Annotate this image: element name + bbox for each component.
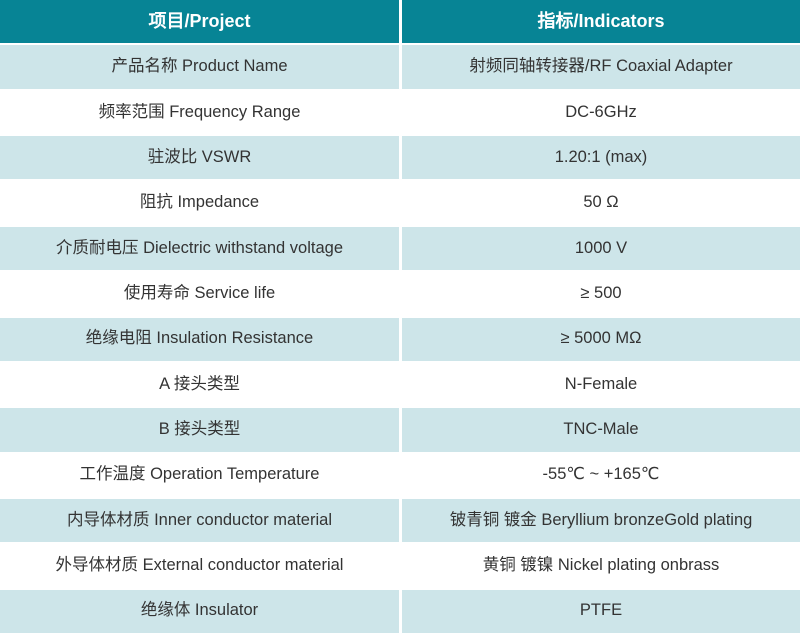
header-indicators: 指标/Indicators	[399, 0, 800, 44]
cell-project: 绝缘体 Insulator	[0, 589, 399, 633]
table-row-service-life: 使用寿命 Service life ≥ 500	[0, 272, 800, 318]
cell-indicator: PTFE	[399, 589, 800, 633]
cell-project: 工作温度 Operation Temperature	[0, 453, 399, 497]
table-row-vswr: 驻波比 VSWR 1.20:1 (max)	[0, 136, 800, 182]
cell-project: B 接头类型	[0, 408, 399, 452]
cell-project: 驻波比 VSWR	[0, 136, 399, 180]
table-row-product-name: 产品名称 Product Name 射频同轴转接器/RF Coaxial Ada…	[0, 45, 800, 91]
table-row-frequency-range: 频率范围 Frequency Range DC-6GHz	[0, 90, 800, 137]
table-header-row: 项目/Project 指标/Indicators	[0, 0, 800, 46]
cell-indicator: 1000 V	[399, 226, 800, 271]
cell-indicator: 50 Ω	[399, 181, 800, 225]
table-row-connector-b: B 接头类型 TNC-Male	[0, 408, 800, 454]
cell-project: 介质耐电压 Dielectric withstand voltage	[0, 226, 399, 271]
table-row-external-conductor: 外导体材质 External conductor material 黄铜 镀镍 …	[0, 544, 800, 590]
cell-project: 频率范围 Frequency Range	[0, 90, 399, 135]
table-row-connector-a: A 接头类型 N-Female	[0, 362, 800, 409]
cell-project: 内导体材质 Inner conductor material	[0, 498, 399, 543]
cell-indicator: DC-6GHz	[399, 90, 800, 135]
table-row-dielectric-voltage: 介质耐电压 Dielectric withstand voltage 1000 …	[0, 226, 800, 273]
cell-indicator: N-Female	[399, 362, 800, 407]
cell-indicator: TNC-Male	[399, 408, 800, 452]
table-row-insulator: 绝缘体 Insulator PTFE	[0, 589, 800, 633]
cell-indicator: -55℃ ~ +165℃	[399, 453, 800, 497]
cell-indicator: 1.20:1 (max)	[399, 136, 800, 180]
cell-project: 阻抗 Impedance	[0, 181, 399, 225]
table-row-insulation-resistance: 绝缘电阻 Insulation Resistance ≥ 5000 MΩ	[0, 317, 800, 363]
table-row-inner-conductor: 内导体材质 Inner conductor material 铍青铜 镀金 Be…	[0, 498, 800, 545]
cell-project: 外导体材质 External conductor material	[0, 544, 399, 588]
cell-indicator: 黄铜 镀镍 Nickel plating onbrass	[399, 544, 800, 588]
header-project: 项目/Project	[0, 0, 399, 44]
cell-indicator: ≥ 500	[399, 272, 800, 316]
cell-indicator: 射频同轴转接器/RF Coaxial Adapter	[399, 45, 800, 89]
cell-indicator: ≥ 5000 MΩ	[399, 317, 800, 361]
cell-project: 产品名称 Product Name	[0, 45, 399, 89]
cell-indicator: 铍青铜 镀金 Beryllium bronzeGold plating	[399, 498, 800, 543]
cell-project: 绝缘电阻 Insulation Resistance	[0, 317, 399, 361]
table-row-impedance: 阻抗 Impedance 50 Ω	[0, 181, 800, 227]
cell-project: A 接头类型	[0, 362, 399, 407]
table-row-operation-temperature: 工作温度 Operation Temperature -55℃ ~ +165℃	[0, 453, 800, 499]
cell-project: 使用寿命 Service life	[0, 272, 399, 316]
